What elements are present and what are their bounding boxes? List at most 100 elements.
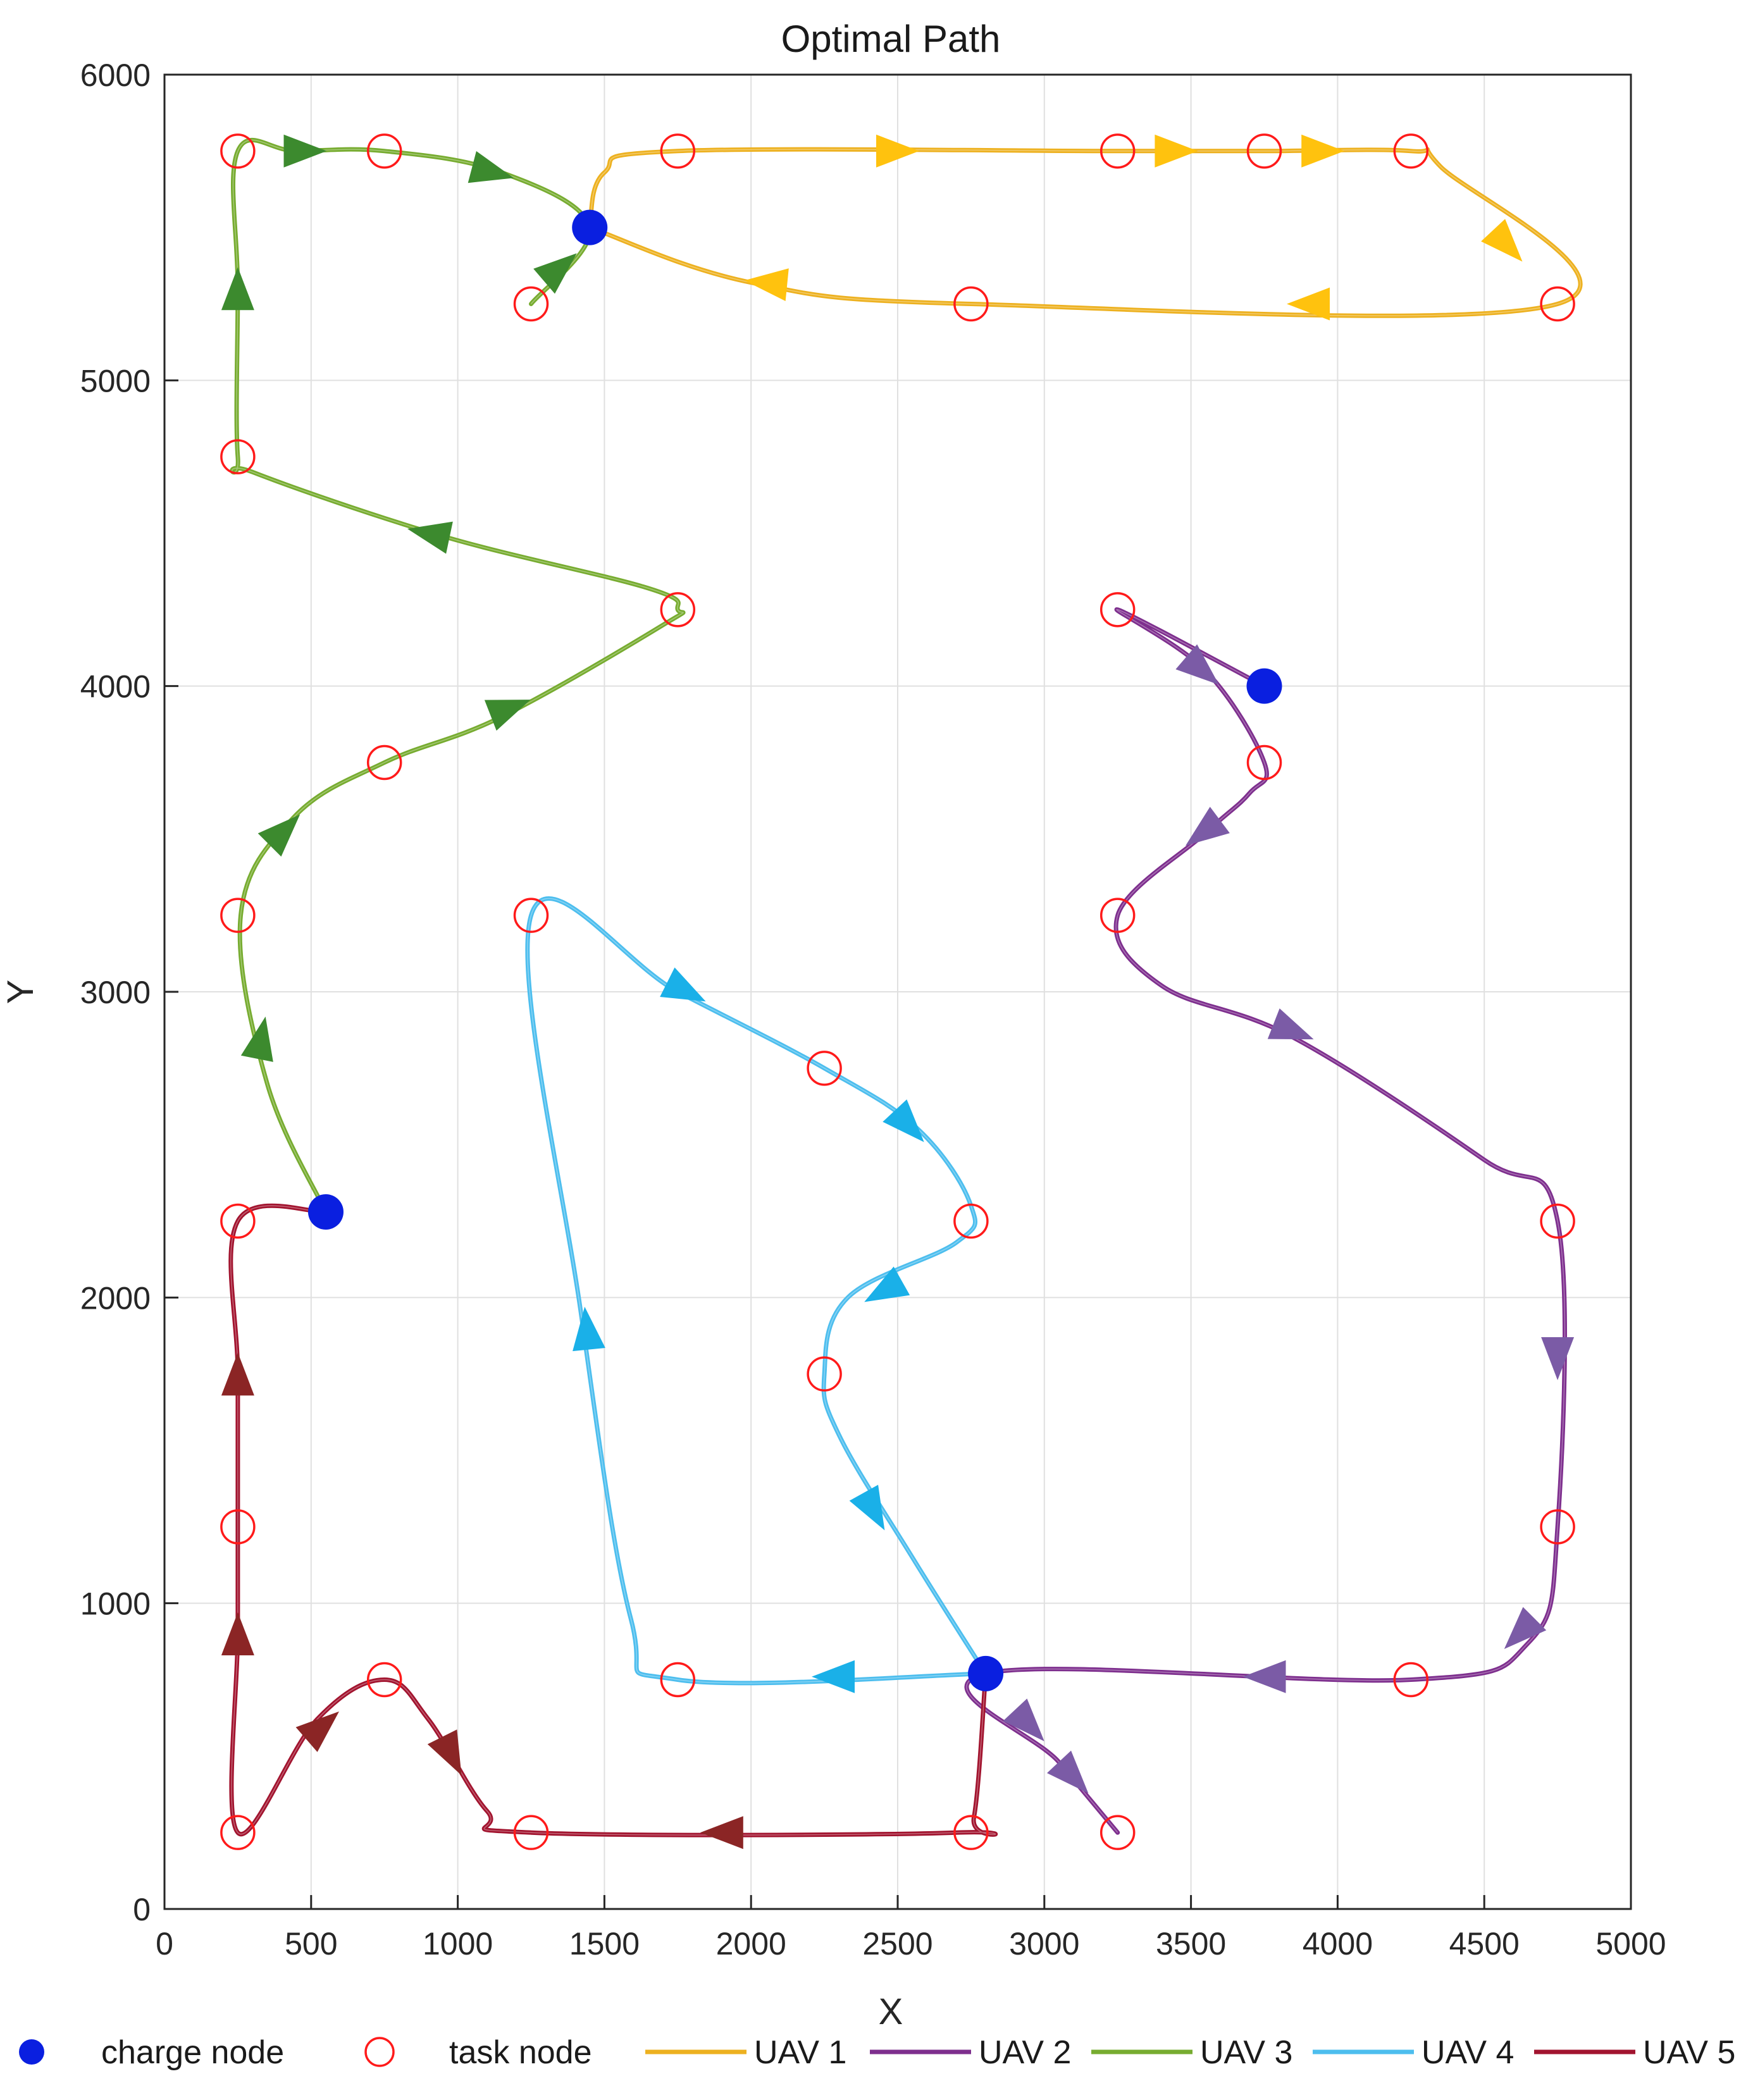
uav-4-direction-arrow: [573, 1306, 605, 1352]
task-node: [1540, 1203, 1575, 1239]
task-node: [660, 1662, 696, 1698]
uav-5-direction-arrow: [700, 1816, 743, 1850]
y-tick-label: 6000: [80, 58, 151, 93]
task-node: [1099, 592, 1136, 627]
uav-3-direction-arrow: [407, 521, 453, 554]
legend-task-node-label: task node: [449, 2034, 592, 2071]
task-node: [1246, 744, 1282, 781]
x-tick-label: 2500: [862, 1926, 932, 1961]
x-tick-label: 1500: [569, 1926, 640, 1961]
uav-5-path-highlight: [230, 1205, 996, 1836]
task-node: [807, 1051, 842, 1086]
uav-4-direction-arrow: [864, 1266, 910, 1302]
task-node: [660, 133, 696, 169]
task-node: [366, 133, 402, 169]
legend-uav-4-label: UAV 4: [1422, 2034, 1514, 2071]
uav-5-direction-arrow: [221, 1612, 254, 1655]
uav-2-direction-arrow: [1046, 1750, 1089, 1794]
uav-1-direction-arrow: [1481, 219, 1523, 262]
task-node: [513, 286, 549, 322]
x-tick-label: 5000: [1595, 1926, 1666, 1961]
legend: charge node task node UAV 1 UAV 2 UAV 3 UAV 4…: [19, 2034, 1735, 2071]
uav-4-direction-arrow: [660, 967, 706, 1002]
task-node: [366, 1662, 402, 1698]
uav-3-direction-arrow: [484, 700, 531, 731]
nodes: [220, 133, 1575, 1850]
uav-5-direction-arrow: [221, 1352, 254, 1396]
uav-5-direction-arrow: [295, 1711, 339, 1752]
task-node: [1393, 133, 1429, 169]
uav-4-direction-arrow: [812, 1660, 855, 1693]
uav-3-direction-arrow: [533, 253, 577, 294]
uav-3-direction-arrow: [240, 1016, 273, 1062]
x-tick-label: 2000: [716, 1926, 786, 1961]
uav-1-direction-arrow: [744, 268, 789, 301]
task-node: [1246, 133, 1282, 169]
uav-4-direction-arrow: [883, 1099, 924, 1142]
axis-ticks: 0 500 1000 1500 2000 2500 3000 3500 4000 4500 5000…: [80, 58, 1666, 1961]
y-tick-label: 1000: [80, 1586, 151, 1622]
uav-5-direction-arrow: [427, 1729, 462, 1776]
uav-1-direction-arrow: [1301, 134, 1345, 168]
uav-3-direction-arrow: [221, 267, 254, 311]
x-tick-label: 4000: [1303, 1926, 1373, 1961]
uav-4-path: [525, 896, 988, 1686]
task-node: [513, 898, 549, 933]
task-node: [1099, 133, 1136, 169]
uav-5-path: [228, 1203, 998, 1838]
uav-2-path-highlight: [966, 608, 1566, 1833]
uav-4-direction-arrow: [849, 1485, 885, 1531]
uav-2-direction-arrow: [1185, 806, 1230, 846]
task-node: [953, 1203, 989, 1239]
task-node: [953, 1815, 989, 1850]
uav-3-direction-arrow: [257, 814, 300, 857]
x-axis-label: X: [879, 1991, 903, 2032]
uav-2-direction-arrow: [1541, 1337, 1575, 1380]
task-node: [220, 1203, 256, 1239]
task-node: [660, 592, 696, 627]
uav-1-direction-arrow: [876, 134, 919, 168]
uav-2-direction-arrow: [1003, 1698, 1044, 1741]
legend-uav-2-label: UAV 2: [979, 2034, 1071, 2071]
uav-3-direction-arrow: [468, 151, 514, 183]
y-tick-label: 3000: [80, 975, 151, 1010]
y-tick-label: 0: [133, 1892, 151, 1927]
uav-2-direction-arrow: [1175, 644, 1219, 685]
charge-node: [572, 209, 608, 245]
charge-node: [968, 1655, 1004, 1691]
y-tick-label: 4000: [80, 669, 151, 705]
uav-2-direction-arrow: [1267, 1008, 1314, 1040]
chart-title: Optimal Path: [781, 18, 1001, 60]
uav-4-path-highlight: [526, 898, 986, 1684]
uav-2-direction-arrow: [1504, 1607, 1547, 1650]
charge-node: [1246, 668, 1282, 704]
task-node: [513, 1815, 549, 1850]
charge-node: [307, 1194, 344, 1230]
task-node: [1540, 1509, 1575, 1545]
task-node: [807, 1356, 842, 1392]
x-tick-label: 3000: [1009, 1926, 1079, 1961]
task-node: [953, 286, 989, 322]
task-node: [1540, 286, 1575, 322]
task-node: [1393, 1662, 1429, 1698]
task-node: [220, 1509, 256, 1545]
legend-charge-node-marker: [19, 2039, 44, 2065]
task-node: [366, 744, 402, 781]
uav-1-direction-arrow: [1287, 287, 1330, 321]
legend-task-node-marker: [364, 2037, 395, 2067]
y-tick-label: 5000: [80, 363, 151, 398]
task-node: [1099, 1815, 1136, 1850]
task-node: [220, 133, 256, 169]
x-tick-label: 0: [156, 1926, 173, 1961]
legend-uav-1-label: UAV 1: [754, 2034, 846, 2071]
task-node: [220, 439, 256, 474]
x-tick-label: 4500: [1449, 1926, 1520, 1961]
y-axis-label: Y: [0, 980, 41, 1004]
x-tick-label: 1000: [423, 1926, 493, 1961]
task-node: [1099, 898, 1136, 933]
task-node: [220, 898, 256, 933]
legend-charge-node-label: charge node: [101, 2034, 284, 2071]
task-node: [220, 1815, 256, 1850]
